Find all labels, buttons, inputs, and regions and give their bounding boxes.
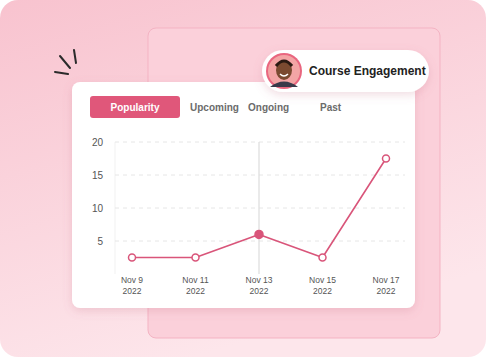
root: Popularity Upcoming Ongoing Past Course Enga… bbox=[0, 0, 486, 357]
chart-card bbox=[72, 82, 415, 308]
canvas: Popularity Upcoming Ongoing Past Course Enga… bbox=[0, 0, 486, 357]
badge-pill bbox=[262, 50, 429, 92]
hover-line bbox=[258, 142, 259, 274]
data-point bbox=[129, 254, 136, 261]
tab[interactable]: Popularity bbox=[111, 102, 160, 113]
x-tick-label: Nov 132022 bbox=[246, 275, 273, 296]
avatar-ring bbox=[266, 53, 302, 89]
avatar-face bbox=[276, 60, 292, 80]
grid-line bbox=[115, 142, 405, 143]
y-tick-label: 20 bbox=[92, 137, 104, 148]
tab[interactable]: Upcoming bbox=[190, 102, 239, 113]
sparkle bbox=[55, 50, 76, 74]
grid-line bbox=[115, 175, 405, 176]
avatar-smile bbox=[280, 74, 288, 76]
tab-active-bg[interactable] bbox=[90, 96, 180, 118]
x-tick-label: Nov 172022 bbox=[373, 275, 400, 296]
x-tick-label: Nov 92022 bbox=[121, 275, 143, 296]
grid-line bbox=[115, 241, 405, 242]
y-tick-label: 10 bbox=[92, 203, 104, 214]
avatar-bg bbox=[268, 55, 300, 87]
avatar-hair bbox=[276, 61, 292, 66]
y-tick-label: 5 bbox=[97, 236, 103, 247]
data-line bbox=[132, 159, 386, 258]
badge-text: Course Engagement bbox=[309, 64, 426, 78]
grid-line bbox=[115, 208, 405, 209]
tab[interactable]: Ongoing bbox=[248, 102, 289, 113]
y-tick-label: 15 bbox=[92, 170, 104, 181]
data-point bbox=[319, 254, 326, 261]
data-point bbox=[192, 254, 199, 261]
data-point bbox=[255, 230, 263, 238]
x-tick-label: Nov 112022 bbox=[182, 275, 209, 296]
plot-area bbox=[129, 155, 390, 261]
avatar-body bbox=[270, 82, 298, 88]
x-tick-label: Nov 152022 bbox=[309, 275, 336, 296]
background bbox=[0, 0, 486, 357]
tab[interactable]: Past bbox=[320, 102, 342, 113]
data-point bbox=[383, 155, 390, 162]
